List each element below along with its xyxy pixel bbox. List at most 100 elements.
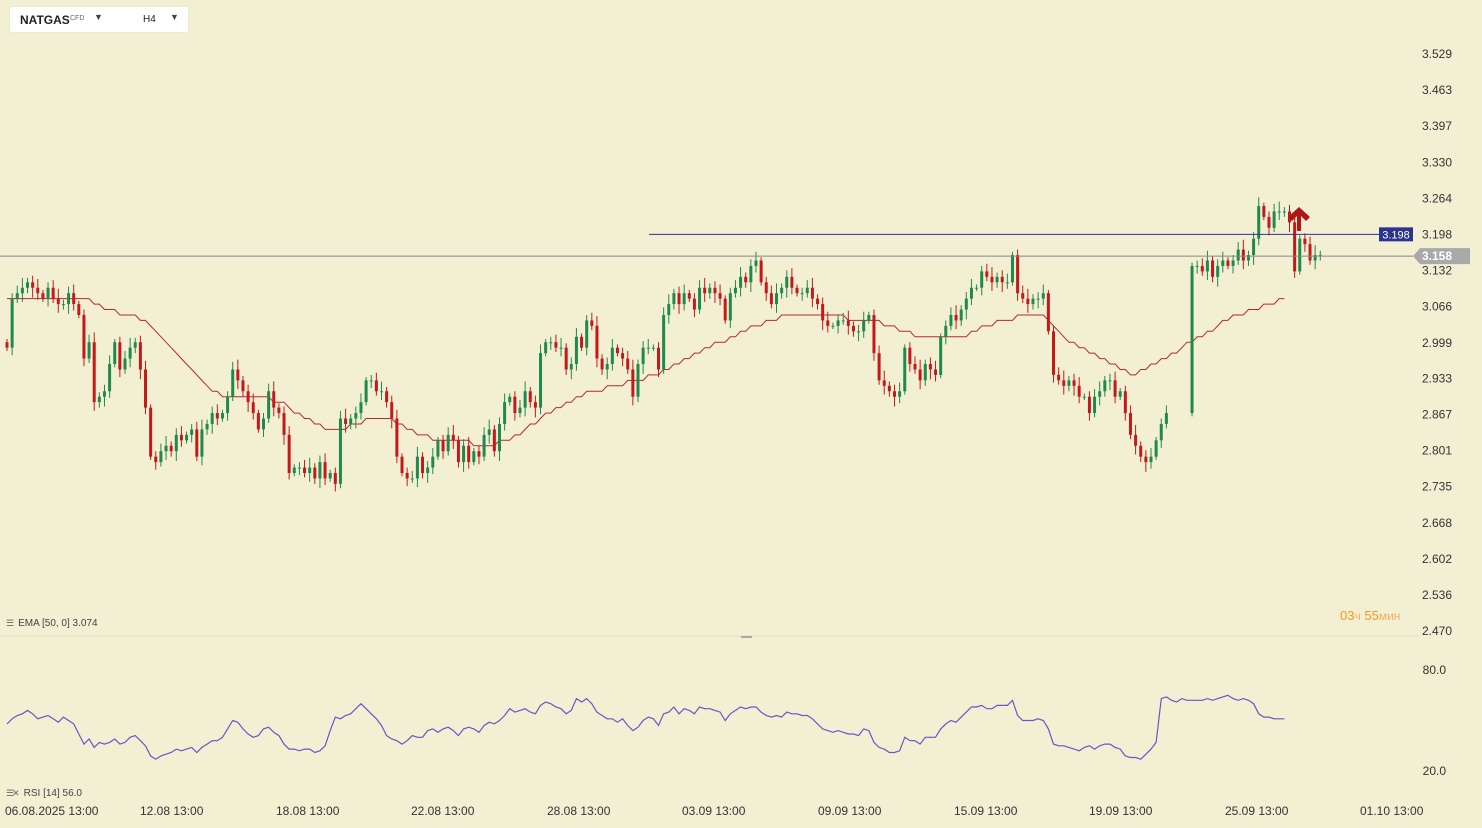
candle-bullish: [262, 418, 265, 430]
candle-bearish: [769, 293, 773, 305]
candle-bullish: [569, 364, 573, 370]
time-tick-label: 19.09 13:00: [1089, 804, 1153, 818]
candle-bullish: [1272, 211, 1276, 228]
candle-bullish: [1257, 206, 1261, 239]
candle-bearish: [1144, 456, 1148, 463]
price-tick-label: 2.933: [1422, 372, 1452, 386]
time-tick-label: 28.08 13:00: [547, 804, 611, 818]
ema-line: [7, 298, 1285, 447]
candle-bullish: [508, 396, 512, 403]
candle-bullish: [369, 380, 373, 382]
candle-bullish: [67, 293, 71, 305]
time-axis: 06.08.2025 13:00 12.08 13:00 18.08 13:00 22…: [5, 804, 1424, 818]
rsi-legend-text: RSI [14] 56.0: [23, 788, 82, 799]
candle-bullish: [482, 434, 486, 457]
candle-bullish: [1098, 391, 1102, 397]
candle-bullish: [800, 293, 804, 295]
candle-bearish: [441, 440, 445, 452]
candle-bullish: [487, 429, 491, 435]
candle-bullish: [297, 467, 301, 469]
candle-bullish: [1082, 396, 1086, 398]
price-tick-label: 2.735: [1422, 480, 1452, 494]
candle-bullish: [220, 413, 224, 419]
ema-legend-text: EMA [50, 0] 3.074: [18, 618, 98, 629]
candle-bearish: [928, 364, 932, 370]
candle-bullish: [328, 472, 332, 479]
candle-bearish: [72, 293, 76, 305]
candle-bullish: [585, 320, 589, 348]
candle-bearish: [908, 347, 912, 365]
candle-bullish: [462, 445, 466, 463]
rsi-tick-label: 20.0: [1423, 764, 1447, 778]
ema-menu-icon[interactable]: ☰: [6, 618, 15, 628]
candle-bullish: [61, 304, 65, 306]
candle-bullish: [379, 391, 383, 393]
candle-bullish: [267, 391, 271, 419]
candle-bearish: [333, 472, 337, 484]
candle-bullish: [292, 467, 296, 473]
price-tick-label: 3.132: [1422, 263, 1452, 277]
candle-bearish: [1072, 380, 1076, 386]
candle-bearish: [1262, 206, 1266, 217]
candle-bullish: [1149, 456, 1153, 463]
rsi-close-icon[interactable]: ✕: [12, 788, 20, 798]
candle-bearish: [400, 456, 404, 473]
candle-bullish: [1231, 260, 1235, 266]
candle-bearish: [246, 391, 250, 403]
timer-hours: 03: [1340, 608, 1355, 623]
candle-bearish: [1211, 260, 1215, 277]
candle-bullish: [923, 364, 927, 381]
candles-group: [5, 197, 1322, 492]
candle-bearish: [374, 380, 378, 392]
candle-bullish: [641, 347, 645, 365]
buy-signal-arrow-icon: [1288, 207, 1310, 231]
candle-bullish: [1190, 265, 1194, 414]
candle-bearish: [692, 298, 696, 310]
candle-bearish: [564, 347, 568, 370]
candle-bearish: [1000, 276, 1004, 283]
candle-bullish: [318, 462, 322, 479]
candle-bullish: [426, 467, 430, 473]
candle-bullish: [497, 423, 501, 452]
candle-bullish: [102, 391, 106, 397]
candle-bearish: [985, 271, 989, 277]
timeframe-selector[interactable]: H4: [143, 14, 156, 25]
candle-bearish: [513, 396, 517, 414]
candle-bearish: [405, 472, 409, 479]
candle-bullish: [1164, 413, 1168, 424]
candle-bullish: [1154, 440, 1158, 457]
candle-bearish: [41, 293, 45, 299]
price-tick-label: 3.463: [1422, 83, 1452, 97]
candle-bullish: [559, 347, 563, 349]
candle-bearish: [395, 418, 399, 457]
candle-bullish: [1041, 293, 1045, 299]
candle-bullish: [205, 423, 209, 430]
candle-bearish: [1139, 445, 1143, 457]
candle-bearish: [179, 434, 183, 441]
candle-bearish: [492, 429, 496, 452]
candle-bullish: [1298, 238, 1302, 272]
symbol-name[interactable]: NATGAS: [20, 13, 70, 27]
candle-bullish: [539, 353, 543, 408]
candle-bullish: [174, 434, 178, 452]
candle-bearish: [918, 369, 922, 381]
candle-bullish: [10, 298, 14, 348]
candle-bullish: [128, 347, 132, 359]
candle-bullish: [805, 287, 809, 294]
candle-bullish: [364, 380, 368, 403]
candle-bullish: [518, 407, 522, 414]
candle-bullish: [749, 265, 753, 283]
price-tick-label: 2.867: [1422, 408, 1452, 422]
time-tick-label: 06.08.2025 13:00: [5, 804, 99, 818]
candle-bearish: [1200, 265, 1204, 272]
candle-bearish: [1303, 238, 1307, 245]
candle-bullish: [1195, 265, 1199, 267]
candle-bearish: [554, 342, 558, 348]
timer-minutes-unit: мин: [1378, 609, 1401, 623]
timeframe-dropdown-icon[interactable]: ▼: [170, 12, 179, 22]
candle-bearish: [287, 434, 291, 473]
symbol-dropdown-icon[interactable]: ▼: [94, 12, 103, 22]
rsi-menu-icon[interactable]: ☰: [6, 788, 15, 798]
candle-bullish: [200, 429, 204, 457]
